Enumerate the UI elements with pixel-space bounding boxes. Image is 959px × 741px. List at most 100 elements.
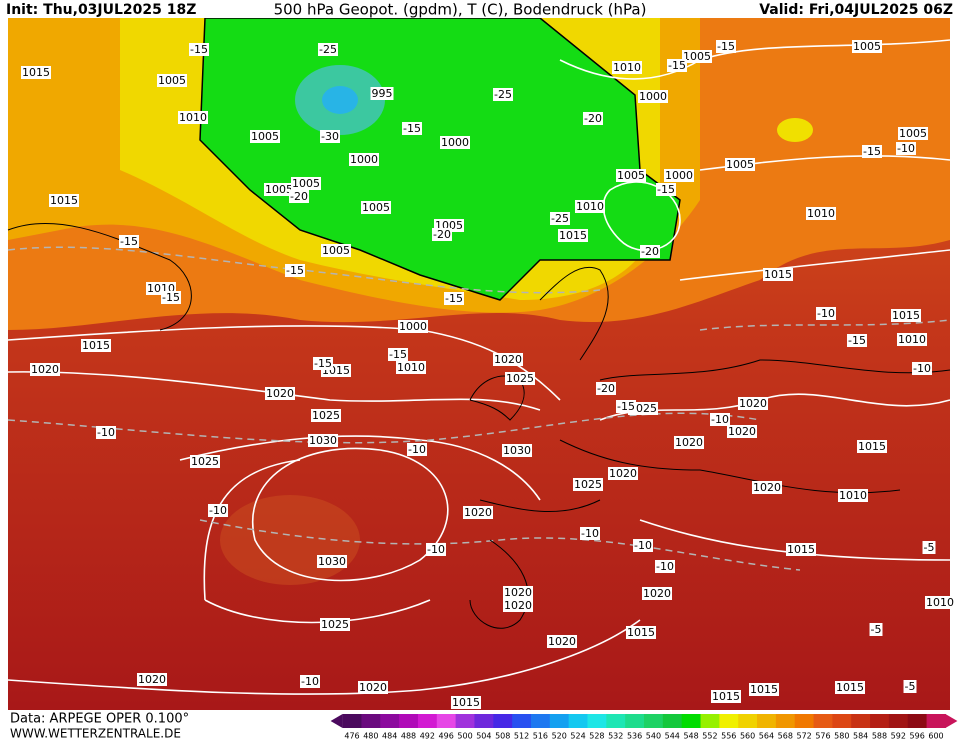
isobar-label-box xyxy=(157,74,187,87)
isobar-label: 1020 xyxy=(31,363,59,376)
temperature-label: -20 xyxy=(597,382,615,395)
temperature-label: -10 xyxy=(97,426,115,439)
temperature-label-box xyxy=(119,235,139,248)
colorbar-swatch xyxy=(813,714,833,728)
isobar-label: 1015 xyxy=(787,543,815,556)
isobar-label: 1020 xyxy=(609,467,637,480)
isobar-label-box xyxy=(558,229,588,242)
colorbar-tick-label: 564 xyxy=(759,732,774,741)
isobar-label-box xyxy=(763,268,793,281)
isobar-label-box xyxy=(398,320,428,333)
colorbar-tick-label: 544 xyxy=(665,732,680,741)
isobar-label-box xyxy=(616,169,646,182)
isobar-label-box xyxy=(835,681,865,694)
temperature-label: -15 xyxy=(286,264,304,277)
colorbar-swatch xyxy=(662,714,683,728)
isobar-label: 1015 xyxy=(627,626,655,639)
temperature-label: -15 xyxy=(668,59,686,72)
colorbar-swatch xyxy=(888,714,909,728)
colorbar-tick-label: 504 xyxy=(476,732,491,741)
temperature-label-box xyxy=(407,443,427,456)
colorbar-swatch xyxy=(342,714,362,728)
isobar-label: 1020 xyxy=(739,397,767,410)
isobar-label: 1010 xyxy=(179,111,207,124)
isobar-label-box xyxy=(503,586,533,599)
temperature-label-box xyxy=(208,504,228,517)
colorbar-swatch xyxy=(832,714,852,728)
colorbar-swatch xyxy=(436,714,457,728)
isobar-label-box xyxy=(505,372,535,385)
isobar-label-box xyxy=(897,333,927,346)
isobar-label-box xyxy=(725,158,755,171)
isobar-label-box xyxy=(190,455,220,468)
isobar-label-box xyxy=(857,440,887,453)
isobar-label-box xyxy=(137,673,167,686)
temperature-label: -15 xyxy=(617,400,635,413)
temperature-label-box xyxy=(667,59,687,72)
isobar-label-box xyxy=(320,618,350,631)
isobar-label-box xyxy=(925,596,955,609)
temperature-label-box xyxy=(580,527,600,540)
website: WWW.WETTERZENTRALE.DE xyxy=(10,727,181,741)
temperature-label: -30 xyxy=(321,130,339,143)
isobar-label: 1015 xyxy=(559,229,587,242)
isobar-label: 1020 xyxy=(138,673,166,686)
isobar-label-box xyxy=(264,183,294,196)
isobar-label: 1030 xyxy=(318,555,346,568)
colorbar-tick-label: 540 xyxy=(646,732,661,741)
temperature-label-box xyxy=(922,541,936,554)
isobar-label: 1005 xyxy=(853,40,881,53)
temperature-label: -20 xyxy=(433,228,451,241)
temperature-label: -15 xyxy=(190,43,208,56)
temperature-label-box xyxy=(96,426,116,439)
colorbar: 476 480 484 488 492 496 500 504 508 512 516 520 524 5… xyxy=(330,714,958,741)
colorbar-swatch xyxy=(474,714,494,728)
isobar-label-box xyxy=(321,244,351,257)
isobar-label-box xyxy=(440,136,470,149)
colorbar-swatch xyxy=(380,714,400,728)
isobar-label-box xyxy=(664,169,694,182)
isobar-label: 1020 xyxy=(643,587,671,600)
colorbar-swatch xyxy=(870,714,890,728)
colorbar-swatch xyxy=(455,714,475,728)
isobar-label: 1005 xyxy=(899,127,927,140)
temperature-label-box xyxy=(633,539,653,552)
isobar-label-box xyxy=(786,543,816,556)
colorbar-swatch xyxy=(775,714,796,728)
temperature-label-box xyxy=(300,675,320,688)
isobar-label: 1030 xyxy=(309,434,337,447)
isobar-label-box xyxy=(451,696,481,709)
temperature-label: -10 xyxy=(408,443,426,456)
temperature-label-box xyxy=(847,334,867,347)
isobar-label-box xyxy=(682,50,712,63)
temperature-label: -5 xyxy=(924,541,935,554)
colorbar-tick-label: 552 xyxy=(702,732,717,741)
isobar-label: 1020 xyxy=(494,353,522,366)
colorbar-tick-label: 532 xyxy=(608,732,623,741)
temperature-label: -10 xyxy=(897,142,915,155)
colorbar-tick-label: 536 xyxy=(627,732,642,741)
isobar-label: 1020 xyxy=(504,586,532,599)
isobar-label-box xyxy=(838,489,868,502)
temperature-label: -15 xyxy=(445,292,463,305)
colorbar-swatch xyxy=(644,714,664,728)
isobar-label-box xyxy=(21,66,51,79)
isobar-label-box xyxy=(806,207,836,220)
isobar-label-box xyxy=(81,339,111,352)
isobar-label: 1015 xyxy=(750,683,778,696)
isobar-label: 1015 xyxy=(50,194,78,207)
colorbar-tick-label: 600 xyxy=(928,732,943,741)
temperature-label: -10 xyxy=(209,504,227,517)
data-source: Data: ARPEGE OPER 0.100° xyxy=(10,712,189,727)
temperature-label: -25 xyxy=(551,212,569,225)
isobar-label-box xyxy=(852,40,882,53)
temperature-label: -10 xyxy=(913,362,931,375)
isobar-label: 1020 xyxy=(359,681,387,694)
isobar-label: 1000 xyxy=(639,90,667,103)
isobar-label: 1000 xyxy=(399,320,427,333)
temperature-label: -10 xyxy=(656,560,674,573)
temperature-label-box xyxy=(869,623,883,636)
isobar-label: 1015 xyxy=(452,696,480,709)
isobar-label-box xyxy=(898,127,928,140)
